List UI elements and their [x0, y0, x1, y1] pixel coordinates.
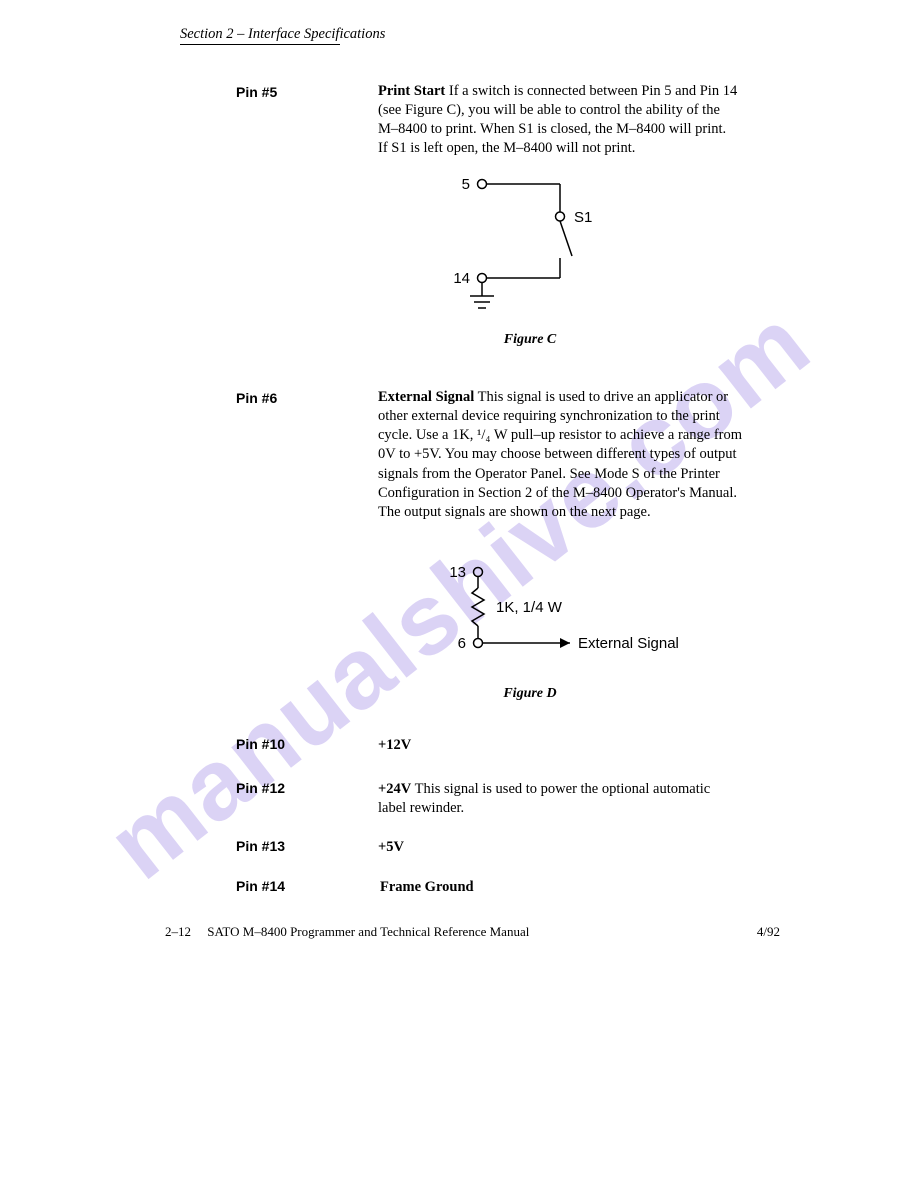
figure-d-diagram: 13 6 1K, 1/4 W External Signal: [420, 558, 740, 668]
figd-label-13: 13: [449, 564, 466, 581]
pin5-body: Print Start If a switch is connected bet…: [378, 82, 738, 159]
figd-label-6: 6: [458, 635, 466, 652]
pin12-term: +24V: [378, 781, 411, 797]
pin12-body: +24V This signal is used to power the op…: [378, 780, 738, 818]
footer-right: 4/92: [757, 924, 780, 940]
pin12-label: Pin #12: [236, 780, 285, 796]
pin5-label: Pin #5: [236, 84, 277, 100]
arrowhead-icon: [560, 638, 570, 648]
footer-center: SATO M–8400 Programmer and Technical Ref…: [207, 924, 529, 939]
footer-left: 2–12 SATO M–8400 Programmer and Technica…: [165, 924, 529, 940]
pin6-text: This signal is used to drive an applicat…: [378, 389, 742, 520]
figure-d-caption: Figure D: [490, 686, 570, 702]
pin10-term: +12V: [378, 736, 411, 755]
pin6-label: Pin #6: [236, 390, 277, 406]
document-page: manualshive.com Section 2 – Interface Sp…: [0, 0, 918, 1188]
pin14-label: Pin #14: [236, 878, 285, 894]
pin6-body: External Signal This signal is used to d…: [378, 388, 748, 522]
pin6-term: External Signal: [378, 389, 474, 405]
pin14-term: Frame Ground: [380, 878, 474, 897]
figure-c-diagram: 5 14 S1: [430, 170, 650, 330]
footer-page-num: 2–12: [165, 924, 191, 939]
figure-c-caption: Figure C: [490, 332, 570, 348]
figd-label-resistor: 1K, 1/4 W: [496, 599, 563, 616]
figd-label-out: External Signal: [578, 635, 679, 652]
pin13-term: +5V: [378, 838, 404, 857]
pin13-label: Pin #13: [236, 838, 285, 854]
pin12-text: This signal is used to power the optiona…: [378, 781, 710, 816]
figc-label-14: 14: [453, 270, 470, 287]
pin5-term: Print Start: [378, 83, 445, 99]
figc-label-5: 5: [462, 176, 470, 193]
section-header-underline: [180, 44, 340, 45]
section-header: Section 2 – Interface Specifications: [180, 26, 385, 43]
figc-label-s1: S1: [574, 209, 592, 226]
pin10-label: Pin #10: [236, 736, 285, 752]
